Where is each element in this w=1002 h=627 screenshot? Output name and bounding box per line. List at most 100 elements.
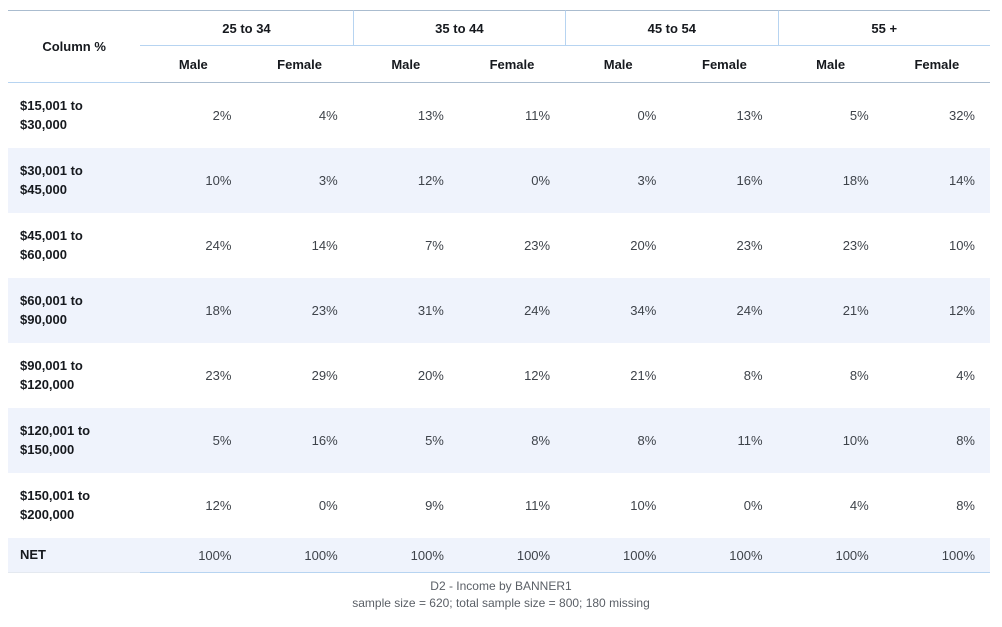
cell-value: 12% bbox=[883, 278, 990, 343]
cell-value: 11% bbox=[671, 408, 778, 473]
cell-value: 12% bbox=[205, 498, 232, 513]
cell-value: 23% bbox=[205, 368, 232, 383]
footnote-title: D2 - Income by BANNER1 bbox=[430, 579, 572, 593]
age-group-header-row: Column % 25 to 34 35 to 44 45 to 54 55 + bbox=[8, 10, 990, 83]
cell-value: 5% bbox=[849, 108, 869, 123]
row-label: $60,001 to $90,000 bbox=[8, 278, 141, 343]
cell-value: 21% bbox=[630, 368, 657, 383]
table-row: $45,001 to $60,000 24% 14% 7% 23% 20% 23% 23% 10… bbox=[8, 213, 990, 278]
cell-value: 14% bbox=[883, 148, 990, 213]
cell-value: 12% bbox=[524, 368, 551, 383]
cell-value: 21% bbox=[777, 278, 884, 343]
cell-value: 14% bbox=[311, 238, 338, 253]
table-row-net: NET 100% 100% 100% 100% 100% 100% 100% 100% bbox=[8, 538, 990, 573]
gender-header-row: Male Female Male Female Male Female Male… bbox=[8, 46, 990, 83]
cell-value: 16% bbox=[671, 148, 778, 213]
cell-value: 5% bbox=[140, 408, 247, 473]
col-group-55-plus: 55 + bbox=[777, 10, 990, 46]
cell-value: 0% bbox=[458, 148, 566, 213]
row-label: $150,001 to $200,000 bbox=[20, 487, 91, 522]
row-label: $15,001 to $30,000 bbox=[20, 97, 83, 132]
cell-value: 8% bbox=[883, 408, 990, 473]
cell-value: 4% bbox=[849, 498, 869, 513]
cell-value: 32% bbox=[948, 108, 975, 123]
col-group-45-to-54: 45 to 54 bbox=[565, 10, 778, 46]
cell-value: 31% bbox=[352, 278, 459, 343]
cell-value: 18% bbox=[140, 278, 247, 343]
row-label: $120,001 to $150,000 bbox=[8, 408, 141, 473]
cell-value: 100% bbox=[140, 538, 247, 573]
cell-value: 100% bbox=[671, 538, 778, 573]
cell-value: 5% bbox=[352, 408, 459, 473]
cell-value: 34% bbox=[565, 278, 672, 343]
cell-value: 23% bbox=[736, 238, 763, 253]
cell-value: 24% bbox=[205, 238, 232, 253]
cell-value: 20% bbox=[630, 238, 657, 253]
cell-value: 11% bbox=[525, 108, 551, 123]
cell-value: 12% bbox=[352, 148, 459, 213]
crosstab-header: Column % 25 to 34 35 to 44 45 to 54 55 +… bbox=[8, 10, 990, 83]
cell-value: 8% bbox=[849, 368, 869, 383]
col-header-male: Male bbox=[777, 46, 884, 83]
cell-value: 18% bbox=[777, 148, 884, 213]
row-label: NET bbox=[8, 538, 141, 573]
cell-value: 23% bbox=[524, 238, 551, 253]
table-row: $120,001 to $150,000 5% 16% 5% 8% 8% 11% 10% 8% bbox=[8, 408, 990, 473]
footnote-sample-info: sample size = 620; total sample size = 8… bbox=[352, 595, 650, 610]
cell-value: 100% bbox=[883, 538, 990, 573]
cell-value: 3% bbox=[565, 148, 672, 213]
col-header-male: Male bbox=[352, 46, 459, 83]
cell-value: 3% bbox=[246, 148, 353, 213]
cell-value: 0% bbox=[743, 498, 763, 513]
row-label: $30,001 to $45,000 bbox=[8, 148, 141, 213]
cell-value: 13% bbox=[736, 108, 763, 123]
cell-value: 2% bbox=[212, 108, 232, 123]
cell-value: 13% bbox=[417, 108, 444, 123]
cell-value: 20% bbox=[417, 368, 444, 383]
crosstab-body: $15,001 to $30,000 2% 4% 13% 11% 0% 13% 5% 32% $3… bbox=[8, 83, 990, 573]
cell-value: 9% bbox=[425, 498, 444, 513]
cell-value: 16% bbox=[246, 408, 353, 473]
cell-value: 4% bbox=[318, 108, 338, 123]
cell-value: 8% bbox=[743, 368, 763, 383]
cell-value: 10% bbox=[948, 238, 975, 253]
col-header-female: Female bbox=[458, 46, 566, 83]
cell-value: 23% bbox=[246, 278, 353, 343]
cell-value: 10% bbox=[777, 408, 884, 473]
col-group-25-to-34: 25 to 34 bbox=[140, 10, 353, 46]
row-label: $45,001 to $60,000 bbox=[20, 227, 83, 262]
table-row: $60,001 to $90,000 18% 23% 31% 24% 34% 24% 21% 1… bbox=[8, 278, 990, 343]
cell-value: 24% bbox=[671, 278, 778, 343]
col-header-female: Female bbox=[246, 46, 353, 83]
cell-value: 0% bbox=[318, 498, 338, 513]
col-header-male: Male bbox=[565, 46, 672, 83]
col-group-35-to-44: 35 to 44 bbox=[352, 10, 566, 46]
table-row: $90,001 to $120,000 23% 29% 20% 12% 21% 8% 8% 4% bbox=[8, 343, 990, 408]
cell-value: 10% bbox=[630, 498, 657, 513]
cell-value: 8% bbox=[458, 408, 566, 473]
col-header-male: Male bbox=[140, 46, 247, 83]
crosstab-table: Column % 25 to 34 35 to 44 45 to 54 55 +… bbox=[8, 10, 990, 573]
cell-value: 23% bbox=[842, 238, 869, 253]
cell-value: 7% bbox=[425, 238, 444, 253]
table-row: $150,001 to $200,000 12% 0% 9% 11% 10% 0% 4% 8% bbox=[8, 473, 990, 538]
measure-label: Column % bbox=[8, 10, 141, 83]
cell-value: 100% bbox=[352, 538, 459, 573]
cell-value: 100% bbox=[458, 538, 566, 573]
cell-value: 8% bbox=[956, 498, 975, 513]
cell-value: 100% bbox=[246, 538, 353, 573]
cell-value: 10% bbox=[140, 148, 247, 213]
table-footnote: D2 - Income by BANNER1 sample size = 620… bbox=[0, 578, 1002, 611]
cell-value: 29% bbox=[311, 368, 338, 383]
row-label: $90,001 to $120,000 bbox=[20, 357, 83, 392]
cell-value: 100% bbox=[777, 538, 884, 573]
col-header-female: Female bbox=[671, 46, 778, 83]
col-header-female: Female bbox=[883, 46, 990, 83]
cell-value: 24% bbox=[458, 278, 566, 343]
cell-value: 100% bbox=[565, 538, 672, 573]
cell-value: 8% bbox=[565, 408, 672, 473]
report-page: Column % 25 to 34 35 to 44 45 to 54 55 +… bbox=[0, 10, 1002, 611]
cell-value: 0% bbox=[637, 108, 657, 123]
table-row: $15,001 to $30,000 2% 4% 13% 11% 0% 13% 5% 32% bbox=[8, 83, 990, 148]
cell-value: 4% bbox=[956, 368, 975, 383]
